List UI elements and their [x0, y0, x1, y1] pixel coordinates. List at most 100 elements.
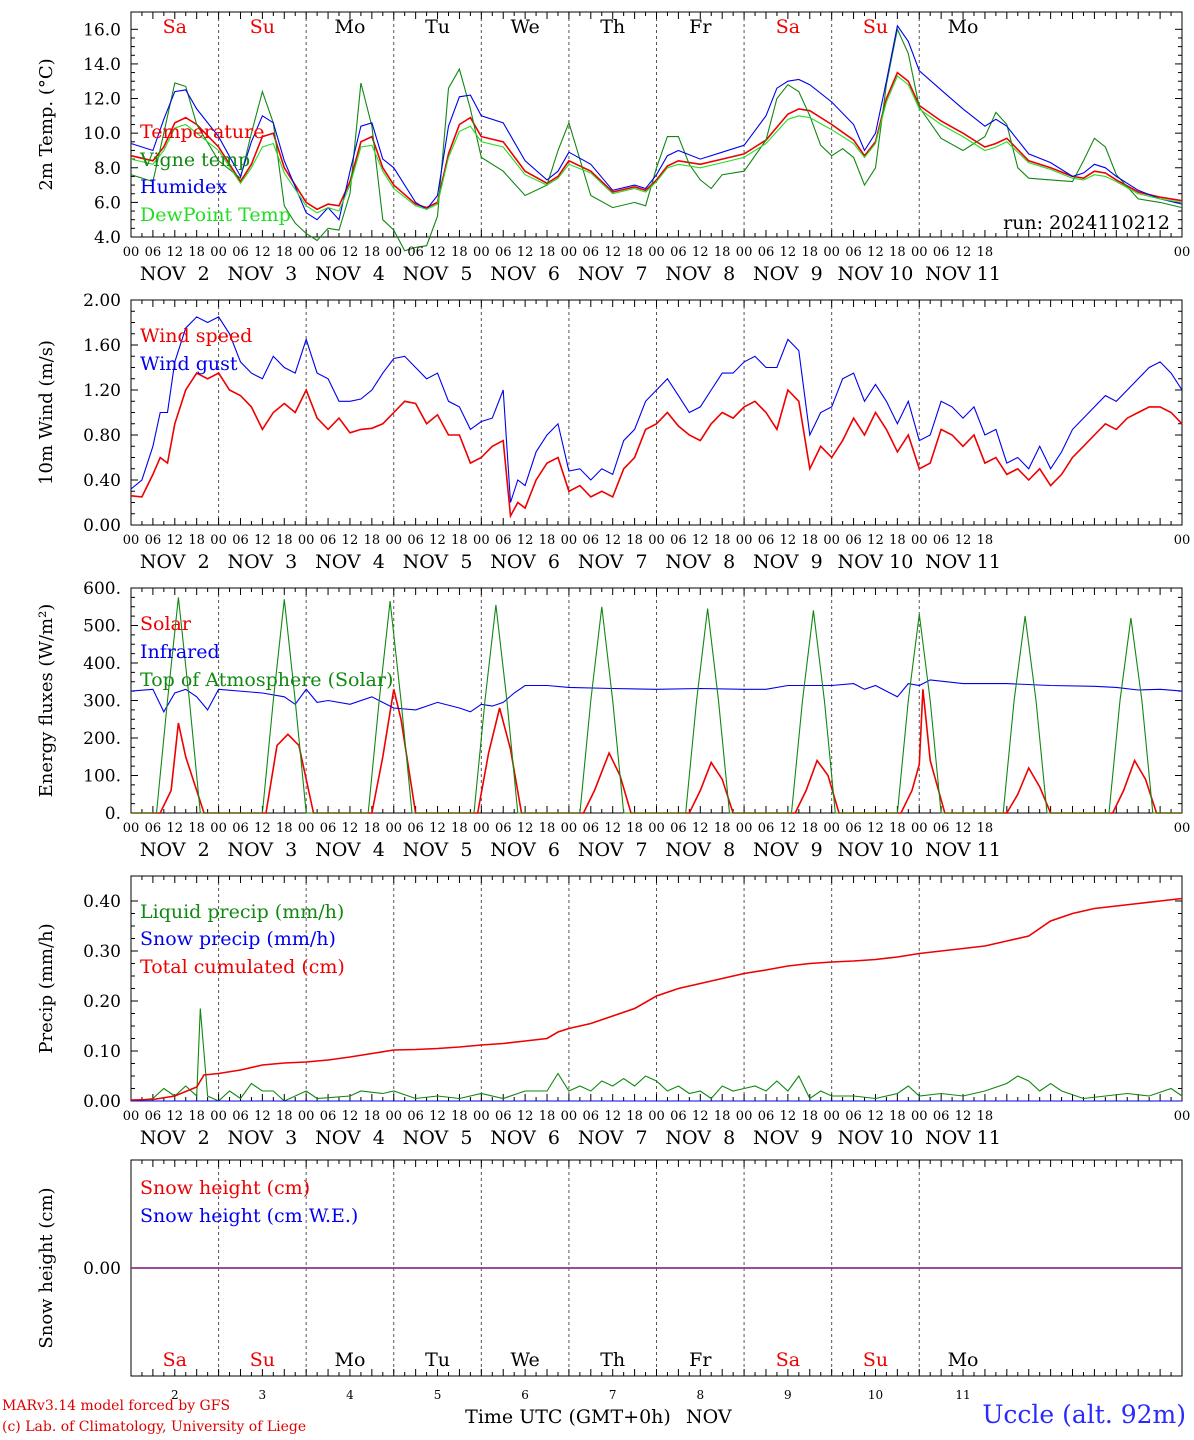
hour-tick-label: 00 — [123, 821, 140, 836]
series-line — [130, 75, 1183, 214]
hour-tick-label: 00 — [473, 533, 490, 548]
hour-tick-label: 12 — [867, 245, 884, 260]
hour-tick-label: 12 — [955, 245, 972, 260]
day-abbr: Fr — [689, 1349, 712, 1371]
date-label: NOV 8 — [665, 263, 735, 285]
hour-tick-label: 06 — [232, 821, 249, 836]
hour-tick-label: 18 — [801, 245, 818, 260]
y-tick-label: 14.0 — [83, 55, 121, 75]
date-label: NOV 8 — [665, 1127, 735, 1149]
y-tick-label: 0.40 — [83, 471, 121, 491]
y-tick-label: 0.00 — [83, 1259, 121, 1279]
hour-tick-label: 00 — [1174, 1109, 1191, 1124]
date-label: NOV 7 — [578, 263, 648, 285]
hour-tick-label: 12 — [167, 533, 184, 548]
legend-entry: Temperature — [140, 121, 264, 143]
hour-tick-label: 00 — [736, 533, 753, 548]
x-axis-label: Time UTC (GMT+0h) — [465, 1406, 671, 1428]
hour-tick-label: 00 — [473, 245, 490, 260]
day-abbr: Sa — [776, 1349, 800, 1371]
lab-credit: (c) Lab. of Climatology, University of L… — [2, 1419, 307, 1435]
hour-tick-label: 12 — [780, 245, 797, 260]
day-abbr: Fr — [689, 16, 712, 38]
legend-entry: Total cumulated (cm) — [140, 956, 345, 978]
day-abbr: Su — [863, 1349, 888, 1371]
hour-tick-label: 12 — [867, 1109, 884, 1124]
y-axis-label: 2m Temp. (°C) — [36, 58, 57, 190]
hour-tick-label: 06 — [583, 1109, 600, 1124]
hour-tick-label: 00 — [298, 1109, 315, 1124]
hour-tick-label: 00 — [210, 533, 227, 548]
day-number: 2 — [171, 1388, 179, 1402]
date-label: NOV 11 — [925, 839, 1001, 861]
hour-tick-label: 06 — [232, 533, 249, 548]
hour-tick-label: 06 — [320, 821, 337, 836]
y-tick-label: 1.60 — [83, 336, 121, 356]
y-tick-label: 0.80 — [83, 426, 121, 446]
hour-tick-label: 06 — [758, 1109, 775, 1124]
hour-tick-label: 00 — [823, 245, 840, 260]
hour-tick-label: 00 — [911, 1109, 928, 1124]
series-line — [130, 71, 1183, 211]
date-label: NOV 2 — [140, 551, 210, 573]
hour-tick-label: 12 — [780, 533, 797, 548]
hour-tick-label: 06 — [145, 821, 162, 836]
date-label: NOV 8 — [665, 839, 735, 861]
y-tick-label: 200. — [83, 729, 121, 749]
hour-tick-label: 18 — [276, 533, 293, 548]
legend-entry: Snow height (cm) — [140, 1177, 310, 1199]
y-tick-label: 400. — [83, 654, 121, 674]
hour-tick-label: 12 — [604, 533, 621, 548]
day-abbr: Su — [863, 16, 888, 38]
hour-tick-label: 00 — [298, 821, 315, 836]
day-number: 4 — [346, 1388, 354, 1402]
hour-tick-label: 12 — [517, 1109, 534, 1124]
y-tick-label: 10.0 — [83, 124, 121, 144]
hour-tick-label: 18 — [714, 1109, 731, 1124]
hour-tick-label: 00 — [385, 821, 402, 836]
series-line — [130, 679, 1183, 713]
hour-tick-label: 18 — [188, 821, 205, 836]
y-tick-label: 6.0 — [94, 193, 121, 213]
hour-tick-label: 12 — [780, 821, 797, 836]
y-tick-label: 0.30 — [83, 942, 121, 962]
hour-tick-label: 06 — [583, 821, 600, 836]
date-label: NOV 10 — [838, 1127, 914, 1149]
day-abbr: Su — [250, 1349, 275, 1371]
hour-tick-label: 12 — [692, 821, 709, 836]
y-tick-label: 0.40 — [83, 892, 121, 912]
date-label: NOV 11 — [925, 551, 1001, 573]
x-axis-month: NOV — [686, 1406, 732, 1428]
hour-tick-label: 06 — [320, 533, 337, 548]
day-number: 9 — [784, 1388, 792, 1402]
day-abbr: Th — [600, 16, 625, 38]
hour-tick-label: 12 — [955, 533, 972, 548]
legend-entry: Wind gust — [140, 353, 238, 375]
hour-tick-label: 18 — [977, 245, 994, 260]
hour-tick-label: 06 — [845, 533, 862, 548]
hour-tick-label: 18 — [626, 821, 643, 836]
hour-tick-label: 12 — [604, 821, 621, 836]
date-label: NOV 10 — [838, 551, 914, 573]
date-label: NOV 2 — [140, 263, 210, 285]
hour-tick-label: 18 — [626, 1109, 643, 1124]
hour-tick-label: 18 — [801, 1109, 818, 1124]
day-number: 11 — [955, 1388, 970, 1402]
hour-tick-label: 12 — [167, 245, 184, 260]
legend-entry: Wind speed — [140, 325, 252, 347]
hour-tick-label: 12 — [342, 1109, 359, 1124]
day-abbr: Mo — [948, 1349, 979, 1371]
legend-entry: Snow height (cm W.E.) — [140, 1205, 358, 1227]
hour-tick-label: 12 — [167, 821, 184, 836]
legend-entry: Humidex — [140, 176, 227, 198]
hour-tick-label: 06 — [495, 1109, 512, 1124]
hour-tick-label: 18 — [188, 1109, 205, 1124]
hour-tick-label: 18 — [801, 533, 818, 548]
y-tick-label: 2.00 — [83, 291, 121, 311]
y-tick-label: 16.0 — [83, 20, 121, 40]
hour-tick-label: 00 — [385, 1109, 402, 1124]
hour-tick-label: 00 — [648, 821, 665, 836]
hour-tick-label: 12 — [867, 821, 884, 836]
hour-tick-label: 12 — [604, 1109, 621, 1124]
